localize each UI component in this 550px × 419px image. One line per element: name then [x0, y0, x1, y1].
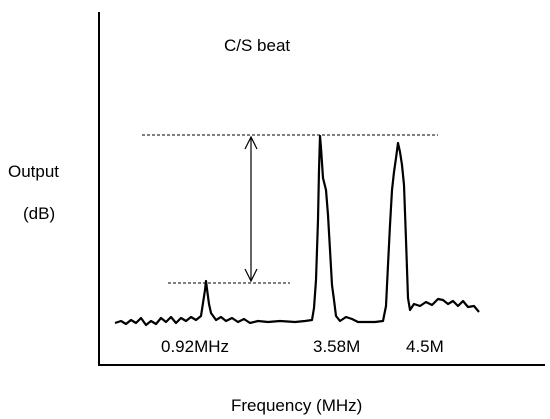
y-axis-label-output: Output	[8, 162, 59, 181]
level-difference-arrow	[244, 135, 258, 283]
x-axis-label: Frequency (MHz)	[231, 396, 362, 415]
peak-label-0.92mhz: 0.92MHz	[161, 337, 229, 356]
y-axis-label-unit: (dB)	[23, 204, 55, 223]
peak-label-3.58m: 3.58M	[313, 337, 360, 356]
diagram-title: C/S beat	[224, 36, 290, 55]
spectrum-trace	[114, 134, 480, 327]
peak-label-4.5m: 4.5M	[406, 337, 444, 356]
